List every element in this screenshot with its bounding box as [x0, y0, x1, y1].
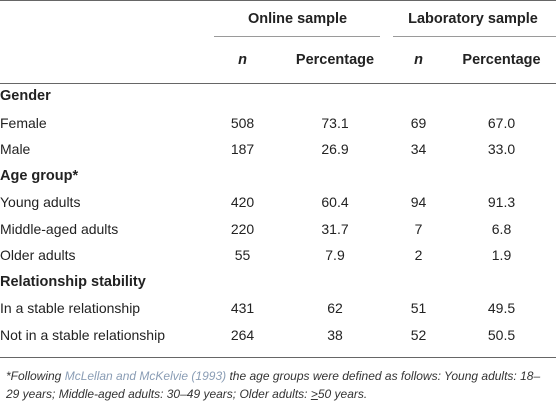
online-n-cell: 220 — [230, 220, 255, 237]
section-row-gender: Gender — [0, 83, 556, 110]
header-rule — [0, 83, 556, 84]
online-n-cell: 187 — [230, 141, 255, 158]
section-row-relationship-stability: Relationship stability — [0, 269, 556, 296]
empty-label-header — [0, 37, 205, 83]
laboratory-sample-header: Laboratory sample — [408, 10, 538, 27]
row-label: Middle-aged adults — [0, 220, 119, 237]
online-pct-cell: 60.4 — [321, 194, 349, 211]
table-row: Not in a stable relationship 264 38 52 5… — [0, 322, 556, 349]
section-title: Age group* — [0, 167, 79, 184]
footnote-body: the age groups were defined as follows: … — [6, 369, 541, 401]
lab-pct-cell: 50.5 — [487, 326, 516, 343]
lab-percentage-header: Percentage — [462, 52, 541, 68]
online-pct-cell: 38 — [327, 326, 343, 343]
lab-pct-cell: 1.9 — [491, 247, 512, 264]
lab-pct-cell: 67.0 — [487, 114, 516, 131]
lab-n-cell: 52 — [410, 326, 427, 343]
table-row: Male 187 26.9 34 33.0 — [0, 136, 556, 163]
column-header-row: n Percentage n Percentage — [0, 37, 556, 83]
online-pct-cell: 73.1 — [321, 114, 349, 131]
footnote-suffix: 50 years. — [317, 387, 368, 401]
citation-link[interactable]: McLellan and McKelvie (1993) — [64, 369, 227, 383]
row-label: In a stable relationship — [0, 300, 141, 317]
table-row: Female 508 73.1 69 67.0 — [0, 110, 556, 137]
online-n-cell: 420 — [230, 194, 255, 211]
online-percentage-header: Percentage — [295, 52, 375, 68]
lab-n-header: n — [414, 52, 423, 68]
online-pct-cell: 7.9 — [325, 247, 345, 264]
row-label: Young adults — [0, 194, 81, 211]
online-n-cell: 508 — [230, 114, 255, 131]
online-pct-cell: 62 — [327, 300, 343, 317]
table-footnote: *Following McLellan and McKelvie (1993) … — [6, 367, 551, 403]
section-title: Gender — [0, 88, 51, 105]
lab-pct-cell: 49.5 — [487, 300, 516, 317]
lab-pct-cell: 33.0 — [487, 141, 516, 158]
online-n-cell: 264 — [230, 326, 255, 343]
table-background — [0, 0, 556, 357]
online-n-cell: 55 — [234, 247, 251, 264]
footnote-prefix: *Following — [6, 369, 65, 383]
empty-corner-cell — [0, 0, 205, 37]
online-sample-header: Online sample — [247, 10, 348, 27]
demographics-table: Online sample Laboratory sample n Percen… — [0, 0, 556, 349]
table-row: Young adults 420 60.4 94 91.3 — [0, 189, 556, 216]
online-pct-cell: 26.9 — [321, 141, 349, 158]
lab-pct-cell: 91.3 — [487, 194, 516, 211]
lab-n-cell: 94 — [410, 194, 427, 211]
bottom-rule — [0, 357, 556, 358]
lab-pct-cell: 6.8 — [491, 220, 512, 237]
row-label: Not in a stable relationship — [0, 326, 165, 343]
lab-n-cell: 7 — [414, 220, 423, 237]
lab-n-cell: 69 — [410, 114, 427, 131]
table-row: Older adults 55 7.9 2 1.9 — [0, 242, 556, 269]
online-n-header: n — [238, 52, 247, 68]
group-header-row: Online sample Laboratory sample — [0, 0, 556, 37]
table-row: Middle-aged adults 220 31.7 7 6.8 — [0, 216, 556, 243]
lab-n-cell: 51 — [410, 300, 427, 317]
lab-n-cell: 34 — [410, 141, 427, 158]
row-label: Female — [0, 114, 47, 131]
section-title: Relationship stability — [0, 273, 146, 290]
online-pct-cell: 31.7 — [321, 220, 349, 237]
top-rule — [0, 0, 556, 1]
lab-n-cell: 2 — [414, 247, 423, 264]
laboratory-group-underline — [393, 36, 556, 37]
online-n-cell: 431 — [230, 300, 255, 317]
row-label: Older adults — [0, 247, 76, 264]
table-row: In a stable relationship 431 62 51 49.5 — [0, 295, 556, 322]
online-group-underline — [214, 36, 380, 37]
greater-equal-symbol: > — [310, 387, 318, 401]
section-row-age-group: Age group* — [0, 163, 556, 190]
row-label: Male — [0, 141, 31, 158]
